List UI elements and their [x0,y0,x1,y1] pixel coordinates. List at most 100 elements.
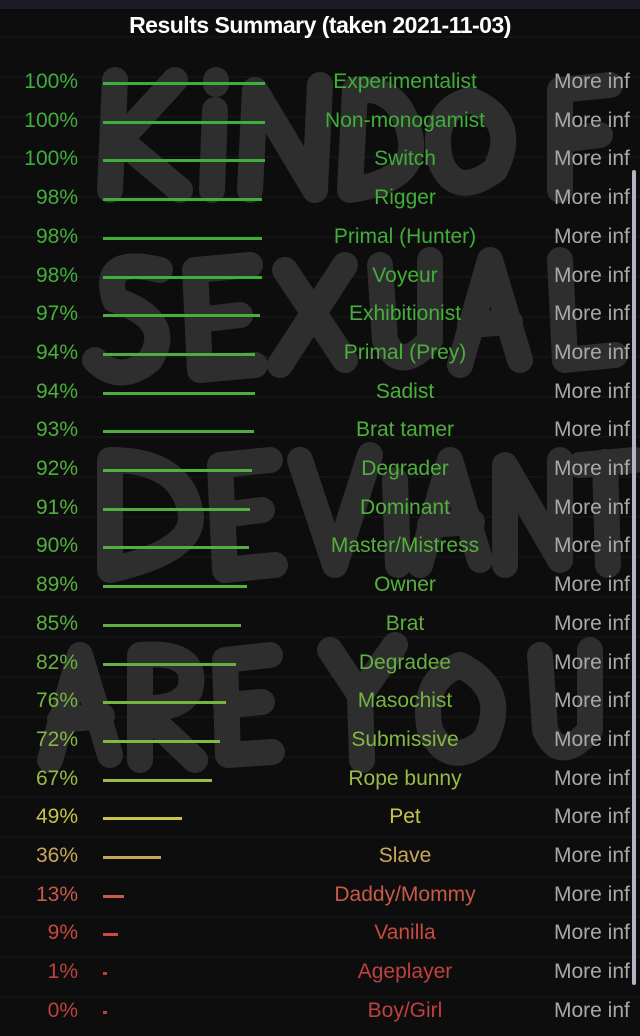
result-percent: 94% [35,340,78,364]
result-row: 94% Sadist More inf [0,374,640,412]
result-percent: 98% [35,224,78,248]
result-name: Masochist [357,689,453,713]
result-percent: 9% [47,921,78,945]
result-name: Owner [374,573,436,597]
result-name: Non-monogamist [325,108,485,132]
result-bar [103,623,241,627]
more-info-link[interactable]: More inf [554,805,630,829]
result-bar [103,585,248,589]
more-info-link[interactable]: More inf [554,534,630,558]
result-row: 92% Degrader More inf [0,451,640,489]
result-name: Experimentalist [333,70,477,93]
result-percent: 13% [35,882,78,906]
more-info-link[interactable]: More inf [554,70,630,93]
result-percent: 0% [47,998,78,1022]
result-row: 13% Daddy/Mommy More inf [0,877,640,915]
result-name: Submissive [351,727,459,751]
result-row: 85% Brat More inf [0,606,640,644]
result-percent: 49% [35,805,78,829]
result-row: 90% Master/Mistress More inf [0,528,640,566]
result-bar [103,817,183,821]
more-info-link[interactable]: More inf [554,495,630,519]
result-bar [103,82,265,85]
result-name: Exhibitionist [348,302,462,326]
result-bar [103,894,125,898]
result-name: Rope bunny [348,766,462,790]
result-percent: 67% [35,766,78,790]
result-row: 82% Degradee More inf [0,645,640,683]
result-row: 97% Exhibitionist More inf [0,296,640,334]
result-percent: 100% [24,108,78,132]
result-row: 100% Switch More inf [0,141,640,179]
result-percent: 36% [35,844,78,867]
scrollbar[interactable] [632,170,636,985]
result-percent: 98% [35,263,78,287]
result-bar [103,739,220,743]
result-name: Daddy/Mommy [334,882,476,906]
result-row: 9% Vanilla More inf [0,915,640,953]
result-row: 100% Experimentalist More inf [0,64,640,102]
result-bar [103,778,212,782]
result-percent: 1% [47,960,78,984]
more-info-link[interactable]: More inf [554,727,630,751]
result-row: 49% Pet More inf [0,799,640,837]
more-info-link[interactable]: More inf [554,263,630,287]
more-info-link[interactable]: More inf [554,611,630,635]
more-info-link[interactable]: More inf [554,418,630,442]
more-info-link[interactable]: More inf [554,689,630,713]
result-name: Degradee [358,650,452,674]
result-bar [103,430,254,434]
more-info-link[interactable]: More inf [554,573,630,597]
result-bar [103,198,262,202]
result-percent: 90% [35,534,78,558]
more-info-link[interactable]: More inf [554,650,630,674]
result-bar [103,159,265,163]
result-bar [103,120,265,124]
result-name: Primal (Hunter) [333,224,477,248]
result-percent: 76% [35,689,78,713]
result-name: Sadist [375,379,435,403]
more-info-link[interactable]: More inf [554,379,630,403]
more-info-link[interactable]: More inf [554,921,630,945]
result-row: 72% Submissive More inf [0,722,640,760]
result-name: Pet [389,805,421,829]
more-info-link[interactable]: More inf [554,224,630,248]
result-bar [103,236,262,240]
result-percent: 91% [35,495,78,519]
result-name: Boy/Girl [367,998,443,1022]
result-row: 100% Non-monogamist More inf [0,103,640,141]
result-name: Ageplayer [357,960,453,984]
more-info-link[interactable]: More inf [554,766,630,790]
result-row: 93% Brat tamer More inf [0,412,640,450]
result-percent: 92% [35,457,78,480]
result-row: 91% Dominant More inf [0,490,640,528]
more-info-link[interactable]: More inf [554,998,630,1022]
result-name: Primal (Prey) [343,340,467,364]
result-bar [103,701,227,705]
result-percent: 89% [35,573,78,597]
result-bar [103,972,107,976]
result-bar [103,314,261,318]
result-percent: 82% [35,650,78,674]
result-name: Vanilla [374,921,436,945]
more-info-link[interactable]: More inf [554,457,630,480]
more-info-link[interactable]: More inf [554,882,630,906]
more-info-link[interactable]: More inf [554,340,630,364]
result-bar [103,507,251,511]
more-info-link[interactable]: More inf [554,147,630,171]
result-row: 36% Slave More inf [0,838,640,876]
more-info-link[interactable]: More inf [554,960,630,984]
result-row: 98% Voyeur More inf [0,258,640,296]
result-name: Degrader [361,457,449,480]
result-percent: 98% [35,186,78,210]
result-name: Voyeur [372,263,438,287]
more-info-link[interactable]: More inf [554,302,630,326]
result-percent: 93% [35,418,78,442]
more-info-link[interactable]: More inf [554,844,630,867]
more-info-link[interactable]: More inf [554,108,630,132]
result-row: 76% Masochist More inf [0,683,640,721]
result-name: Master/Mistress [330,534,480,558]
more-info-link[interactable]: More inf [554,186,630,210]
result-row: 0% Boy/Girl More inf [0,993,640,1031]
result-row: 1% Ageplayer More inf [0,954,640,992]
